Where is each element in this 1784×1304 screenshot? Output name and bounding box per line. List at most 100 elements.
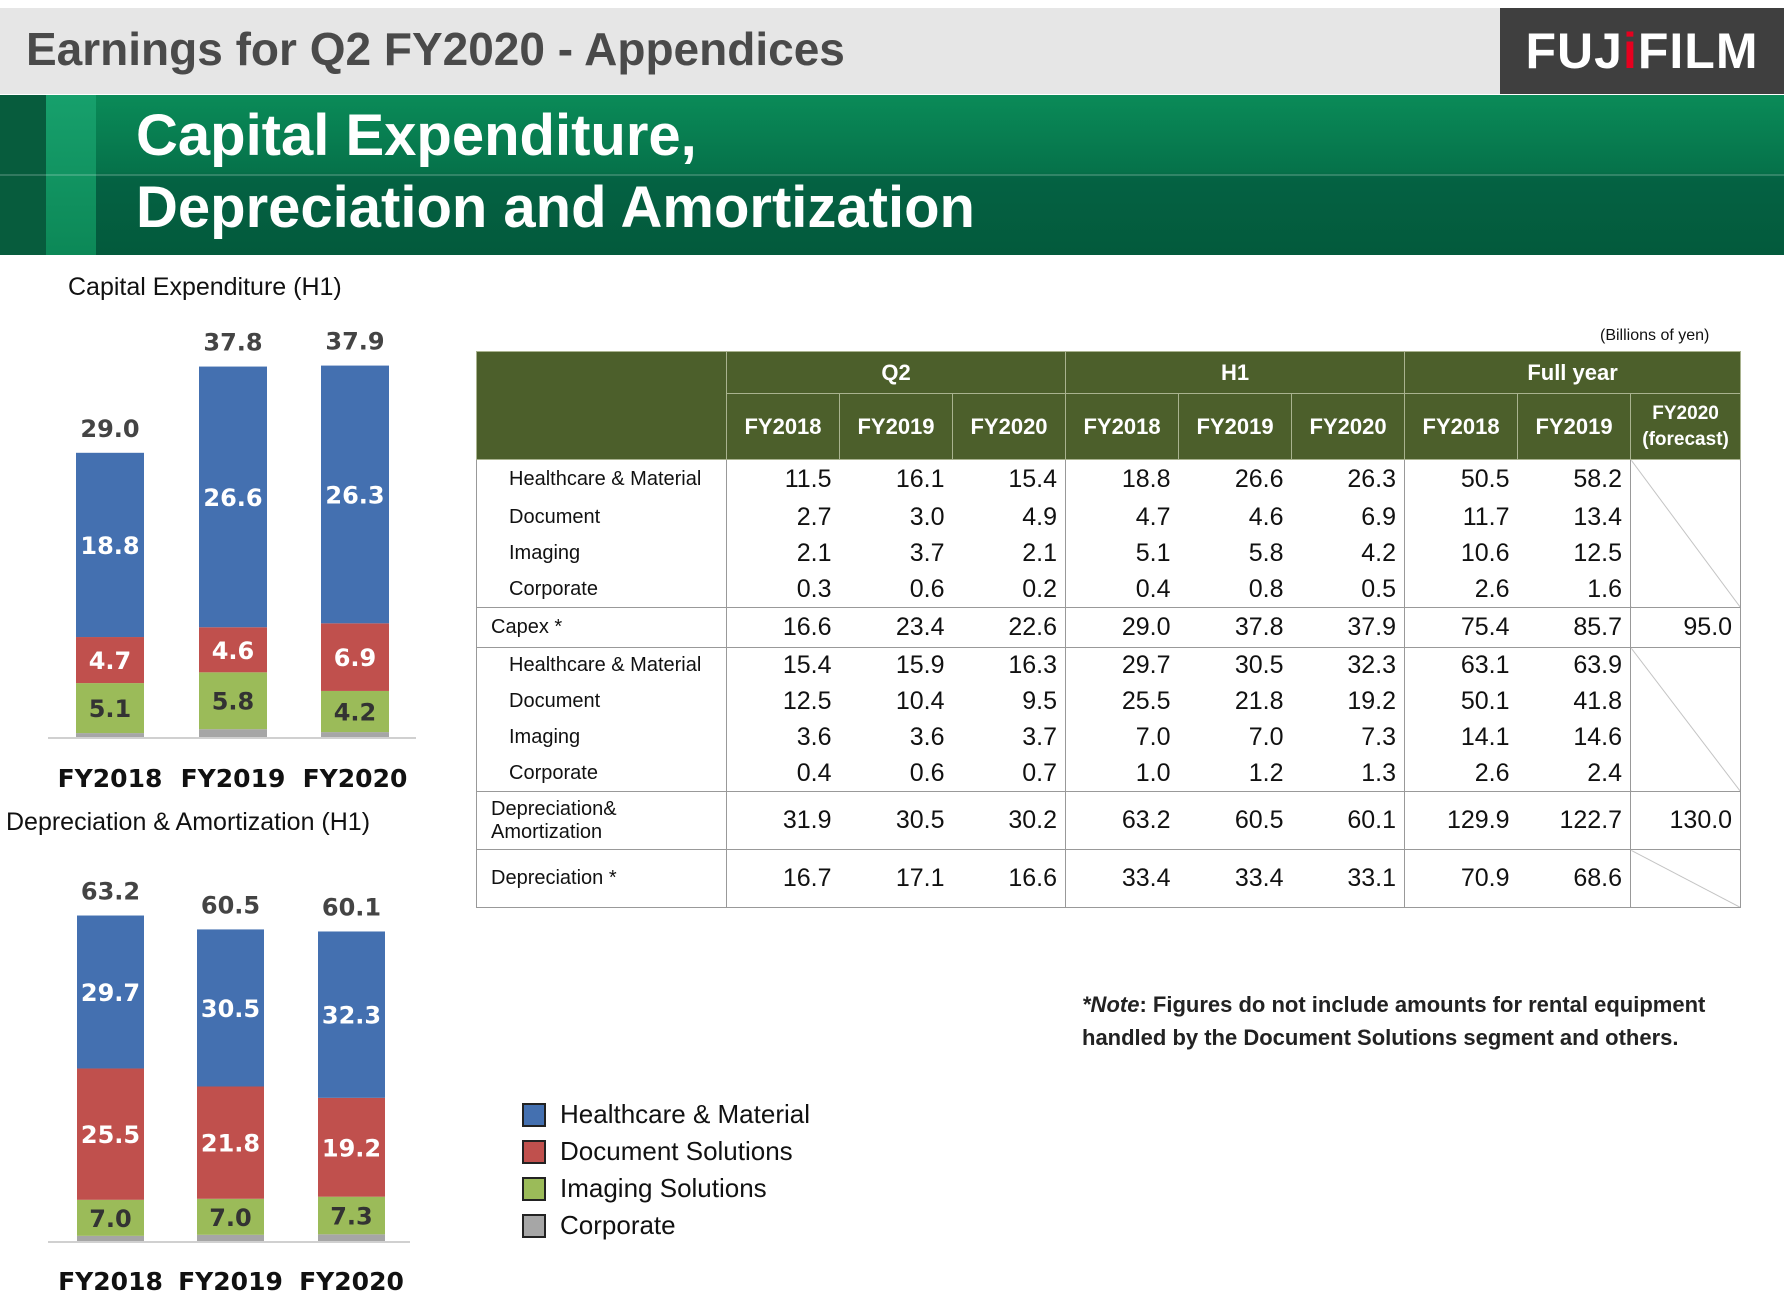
group-header: Full year bbox=[1404, 351, 1742, 394]
bar-label-imaging-solutions: 5.8 bbox=[212, 688, 255, 716]
table-total-row: Capex * 16.6 23.4 22.6 29.0 37.8 37.9 75.4 85.7 9… bbox=[476, 607, 1742, 648]
table-cell: 16.6 bbox=[726, 607, 840, 648]
table-cell: 130.0 bbox=[1630, 791, 1742, 850]
table-cell: 30.5 bbox=[1234, 651, 1284, 680]
table-cell: 15.4 bbox=[782, 651, 832, 680]
bar-corporate-fy2019 bbox=[199, 729, 267, 737]
table-cell: 16.7 bbox=[726, 849, 840, 908]
table-cell: 10.4 bbox=[895, 687, 945, 715]
table-cell: 0.4 bbox=[1135, 574, 1171, 603]
table-cell: 12.5 bbox=[782, 687, 832, 715]
table-cell: 63.1 bbox=[1460, 651, 1510, 680]
row-label: Capex * bbox=[476, 607, 727, 648]
banner-accent-light bbox=[46, 95, 96, 255]
column-header-forecast: FY2020 (forecast) bbox=[1630, 393, 1742, 460]
table-cell: 16.3 bbox=[952, 647, 1067, 684]
table-cell: 7.0 bbox=[1248, 723, 1284, 751]
table-cell: 4.7 bbox=[1135, 503, 1171, 531]
table-cell: 0.6 bbox=[909, 574, 945, 603]
footnote: *Note: Figures do not include amounts fo… bbox=[1082, 992, 1706, 1050]
bar-healthcare-material-fy2020 bbox=[318, 931, 385, 1098]
group-header: H1 bbox=[1065, 351, 1406, 394]
da-chart: 7.0 25.5 29.7 63.2 FY2018 7.0 21.8 30.5 60.5 FY20… bbox=[48, 878, 410, 1296]
table-cell: 0.6 bbox=[909, 758, 945, 787]
table-row: Healthcare & Material 11.5 16.1 15.4 18.8 26.… bbox=[476, 459, 1742, 608]
table-cell: 9.5 bbox=[952, 683, 1067, 720]
table-total-row: Depreciation& Amortization 31.9 30.5 30.2 63.… bbox=[476, 791, 1742, 850]
category-label: FY2019 bbox=[181, 764, 286, 793]
table-cell: 2.7 bbox=[796, 503, 832, 531]
bar-label-healthcare-material: 29.7 bbox=[81, 979, 140, 1007]
table-cell: 0.5 bbox=[1291, 571, 1406, 608]
table-cell: 12.5 bbox=[1573, 539, 1623, 567]
table-cell: 11.7 bbox=[1462, 503, 1510, 531]
table-cell: 1.3 bbox=[1291, 755, 1406, 792]
capex-chart: 5.1 4.7 18.8 29.0 FY2018 5.8 4.6 26.6 37.8 FY2019… bbox=[48, 328, 416, 793]
bar-healthcare-material-fy2018 bbox=[76, 452, 144, 638]
table-cell: 5.1 bbox=[1135, 539, 1171, 567]
forecast-na-cell bbox=[1630, 459, 1742, 608]
capex-chart-title: Capital Expenditure (H1) bbox=[68, 273, 342, 301]
bar-label-healthcare-material: 30.5 bbox=[201, 995, 260, 1023]
table-cell: 5.8 bbox=[1248, 539, 1284, 567]
table-cell: 30.5 bbox=[839, 791, 953, 850]
table-cell: 32.3 bbox=[1291, 647, 1406, 684]
legend-item-healthcare-material: Healthcare & Material bbox=[522, 1096, 810, 1133]
total-label: 60.5 bbox=[201, 891, 260, 919]
bar-corporate-fy2020 bbox=[318, 1234, 385, 1241]
table-cell: 3.7 bbox=[952, 719, 1067, 756]
total-label: 60.1 bbox=[322, 893, 381, 921]
header-title: Earnings for Q2 FY2020 - Appendices bbox=[26, 23, 845, 75]
table-cell: 29.0 bbox=[1065, 607, 1179, 648]
table-cell: 7.3 bbox=[1291, 719, 1406, 756]
table-row: Imaging 2.1 3.7 2.1 5.1 5.8 4.2 10.6 12.5 bbox=[476, 535, 1741, 572]
bar-label-healthcare-material: 26.6 bbox=[203, 484, 262, 512]
table-cell: 60.1 bbox=[1291, 791, 1406, 850]
legend-swatch bbox=[522, 1139, 546, 1164]
category-label: FY2019 bbox=[178, 1267, 283, 1296]
bar-document-solutions-fy2019 bbox=[197, 1086, 264, 1199]
row-label: Document bbox=[476, 683, 727, 720]
legend-item-document-solutions: Document Solutions bbox=[522, 1133, 810, 1170]
table-cell: 26.3 bbox=[1291, 459, 1406, 500]
bar-label-document-solutions: 21.8 bbox=[201, 1130, 260, 1158]
title-banner bbox=[0, 95, 1784, 255]
legend-label: Document Solutions bbox=[560, 1136, 793, 1166]
table-cell: 3.6 bbox=[796, 723, 832, 751]
table-cell: 75.4 bbox=[1404, 607, 1518, 648]
row-label: Corporate bbox=[476, 571, 727, 608]
legend-label: Imaging Solutions bbox=[560, 1173, 767, 1203]
column-header: FY2020 bbox=[951, 393, 1067, 460]
bar-label-document-solutions: 6.9 bbox=[334, 644, 377, 672]
header-bar: Earnings for Q2 FY2020 - Appendices bbox=[0, 8, 1500, 94]
da-chart-title: Depreciation & Amortization (H1) bbox=[6, 808, 371, 836]
legend-item-imaging-solutions: Imaging Solutions bbox=[522, 1170, 810, 1207]
table-cell: 15.4 bbox=[952, 459, 1067, 500]
table-cell: 2.4 bbox=[1587, 758, 1623, 787]
units-label: (Billions of yen) bbox=[1600, 327, 1710, 344]
table-cell: 29.7 bbox=[1121, 651, 1171, 680]
table-cell: 4.2 bbox=[1291, 535, 1406, 572]
table-cell: 33.1 bbox=[1291, 849, 1406, 908]
bar-label-document-solutions: 4.7 bbox=[89, 647, 132, 675]
bar-label-document-solutions: 25.5 bbox=[81, 1121, 140, 1149]
table-cell: 0.8 bbox=[1248, 574, 1284, 603]
table-cell: 63.9 bbox=[1573, 651, 1623, 680]
forecast-na-cell bbox=[1630, 647, 1742, 792]
row-label: Document bbox=[476, 499, 727, 536]
table-row: Healthcare & Material 15.4 15.9 16.3 29.7 30.… bbox=[476, 647, 1742, 792]
table-cell: 4.6 bbox=[1248, 503, 1284, 531]
bar-label-imaging-solutions: 4.2 bbox=[334, 699, 377, 727]
column-header: FY2020 bbox=[1291, 393, 1406, 460]
table-cell: 3.6 bbox=[909, 723, 945, 751]
column-header: FY2018 bbox=[726, 393, 840, 460]
table-cell: 6.9 bbox=[1291, 499, 1406, 536]
legend-label: Healthcare & Material bbox=[560, 1099, 810, 1129]
bar-corporate-fy2020 bbox=[321, 732, 389, 737]
bar-document-solutions-fy2020 bbox=[321, 623, 389, 691]
table-row: Corporate 0.4 0.6 0.7 1.0 1.2 1.3 2.6 2.4 bbox=[476, 755, 1741, 792]
bar-label-imaging-solutions: 7.0 bbox=[209, 1204, 252, 1232]
category-label: FY2018 bbox=[58, 1267, 163, 1296]
bar-imaging-solutions-fy2018 bbox=[76, 683, 144, 734]
column-header: FY2019 bbox=[1517, 393, 1632, 460]
